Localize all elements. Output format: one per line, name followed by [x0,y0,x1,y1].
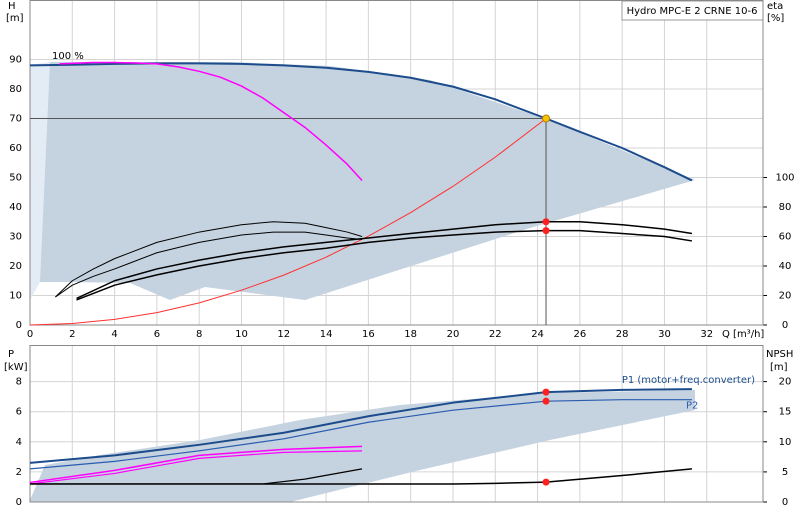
y2-tick-label: 40 [779,261,792,272]
curve [55,231,363,298]
point [542,227,550,235]
y-label: H [8,1,16,12]
y-tick-label: 20 [9,261,22,272]
x-tick-label: 2 [69,329,75,340]
x-tick-label: 6 [154,329,160,340]
y-tick-label: 80 [9,84,22,95]
x-tick-label: 16 [362,329,375,340]
x-tick-label: 24 [531,329,544,340]
operating-range-top [30,62,695,300]
y-unit: [kW] [4,362,28,373]
chart-title: Hydro MPC-E 2 CRNE 10-6 [627,6,758,17]
y2-tick-label: 5 [782,467,788,478]
shaded-area [30,62,695,502]
point [542,388,550,396]
y-unit: [m] [6,13,24,24]
x-tick-label: 28 [616,329,629,340]
y-tick-label: 60 [9,143,22,154]
x-tick-label: 10 [235,329,248,340]
y-tick-label: 0 [16,497,22,508]
y-tick-label: 2 [16,467,22,478]
y2-tick-label: 20 [779,291,792,302]
x-tick-label: 22 [489,329,502,340]
curve [30,468,693,485]
x-tick-label: 14 [320,329,333,340]
x-tick-label: 4 [111,329,117,340]
y-tick-label: 6 [16,407,22,418]
legend-label: P1 (motor+freq.converter) [622,375,755,386]
y2-tick-label: 0 [782,497,788,508]
y2-tick-label: 20 [779,377,792,388]
y2-label: eta [767,1,783,12]
y-tick-label: 4 [16,437,22,448]
x-tick-label: 12 [277,329,290,340]
x-tick-label: 20 [447,329,460,340]
y-tick-label: 90 [9,55,22,66]
x-tick-label: 0 [27,329,33,340]
y2-unit: [%] [767,13,784,24]
x-tick-label: 18 [404,329,417,340]
y2-tick-label: 10 [779,437,792,448]
curve [29,118,547,326]
x-tick-label: 8 [196,329,202,340]
point [542,478,550,486]
point [542,114,551,123]
point [542,218,550,226]
curve [76,221,693,300]
y-tick-label: 40 [9,202,22,213]
plot-frame [29,345,764,503]
y-tick-label: 8 [16,377,22,388]
x-label: Q [m³/h] [722,329,764,340]
y2-tick-label: 0 [782,320,788,331]
y-tick-label: 10 [9,291,22,302]
y2-tick-label: 15 [779,407,792,418]
y-tick-label: 30 [9,232,22,243]
x-tick-label: 30 [658,329,671,340]
curve [59,61,363,181]
y2-tick-label: 80 [779,202,792,213]
legend-label: P2 [686,401,698,412]
y-label: P [8,349,14,360]
y-tick-label: 70 [9,114,22,125]
x-tick-label: 26 [573,329,586,340]
y2-unit: [m] [770,362,788,373]
curve [29,399,692,470]
plot-frame [29,0,764,326]
y-tick-label: 50 [9,173,22,184]
operating-range-edge [30,62,50,300]
y2-tick-label: 60 [779,232,792,243]
operating-range-bottom [30,390,695,502]
curve [76,229,693,301]
x-tick-label: 32 [700,329,713,340]
annotation: 100 % [52,51,84,62]
curve [29,388,692,464]
curve [29,450,363,485]
y2-label: NPSH [766,349,793,360]
point [542,397,550,405]
y2-tick-label: 100 [775,173,794,184]
curve [55,221,363,298]
curve [29,445,363,484]
y-tick-label: 0 [16,320,22,331]
